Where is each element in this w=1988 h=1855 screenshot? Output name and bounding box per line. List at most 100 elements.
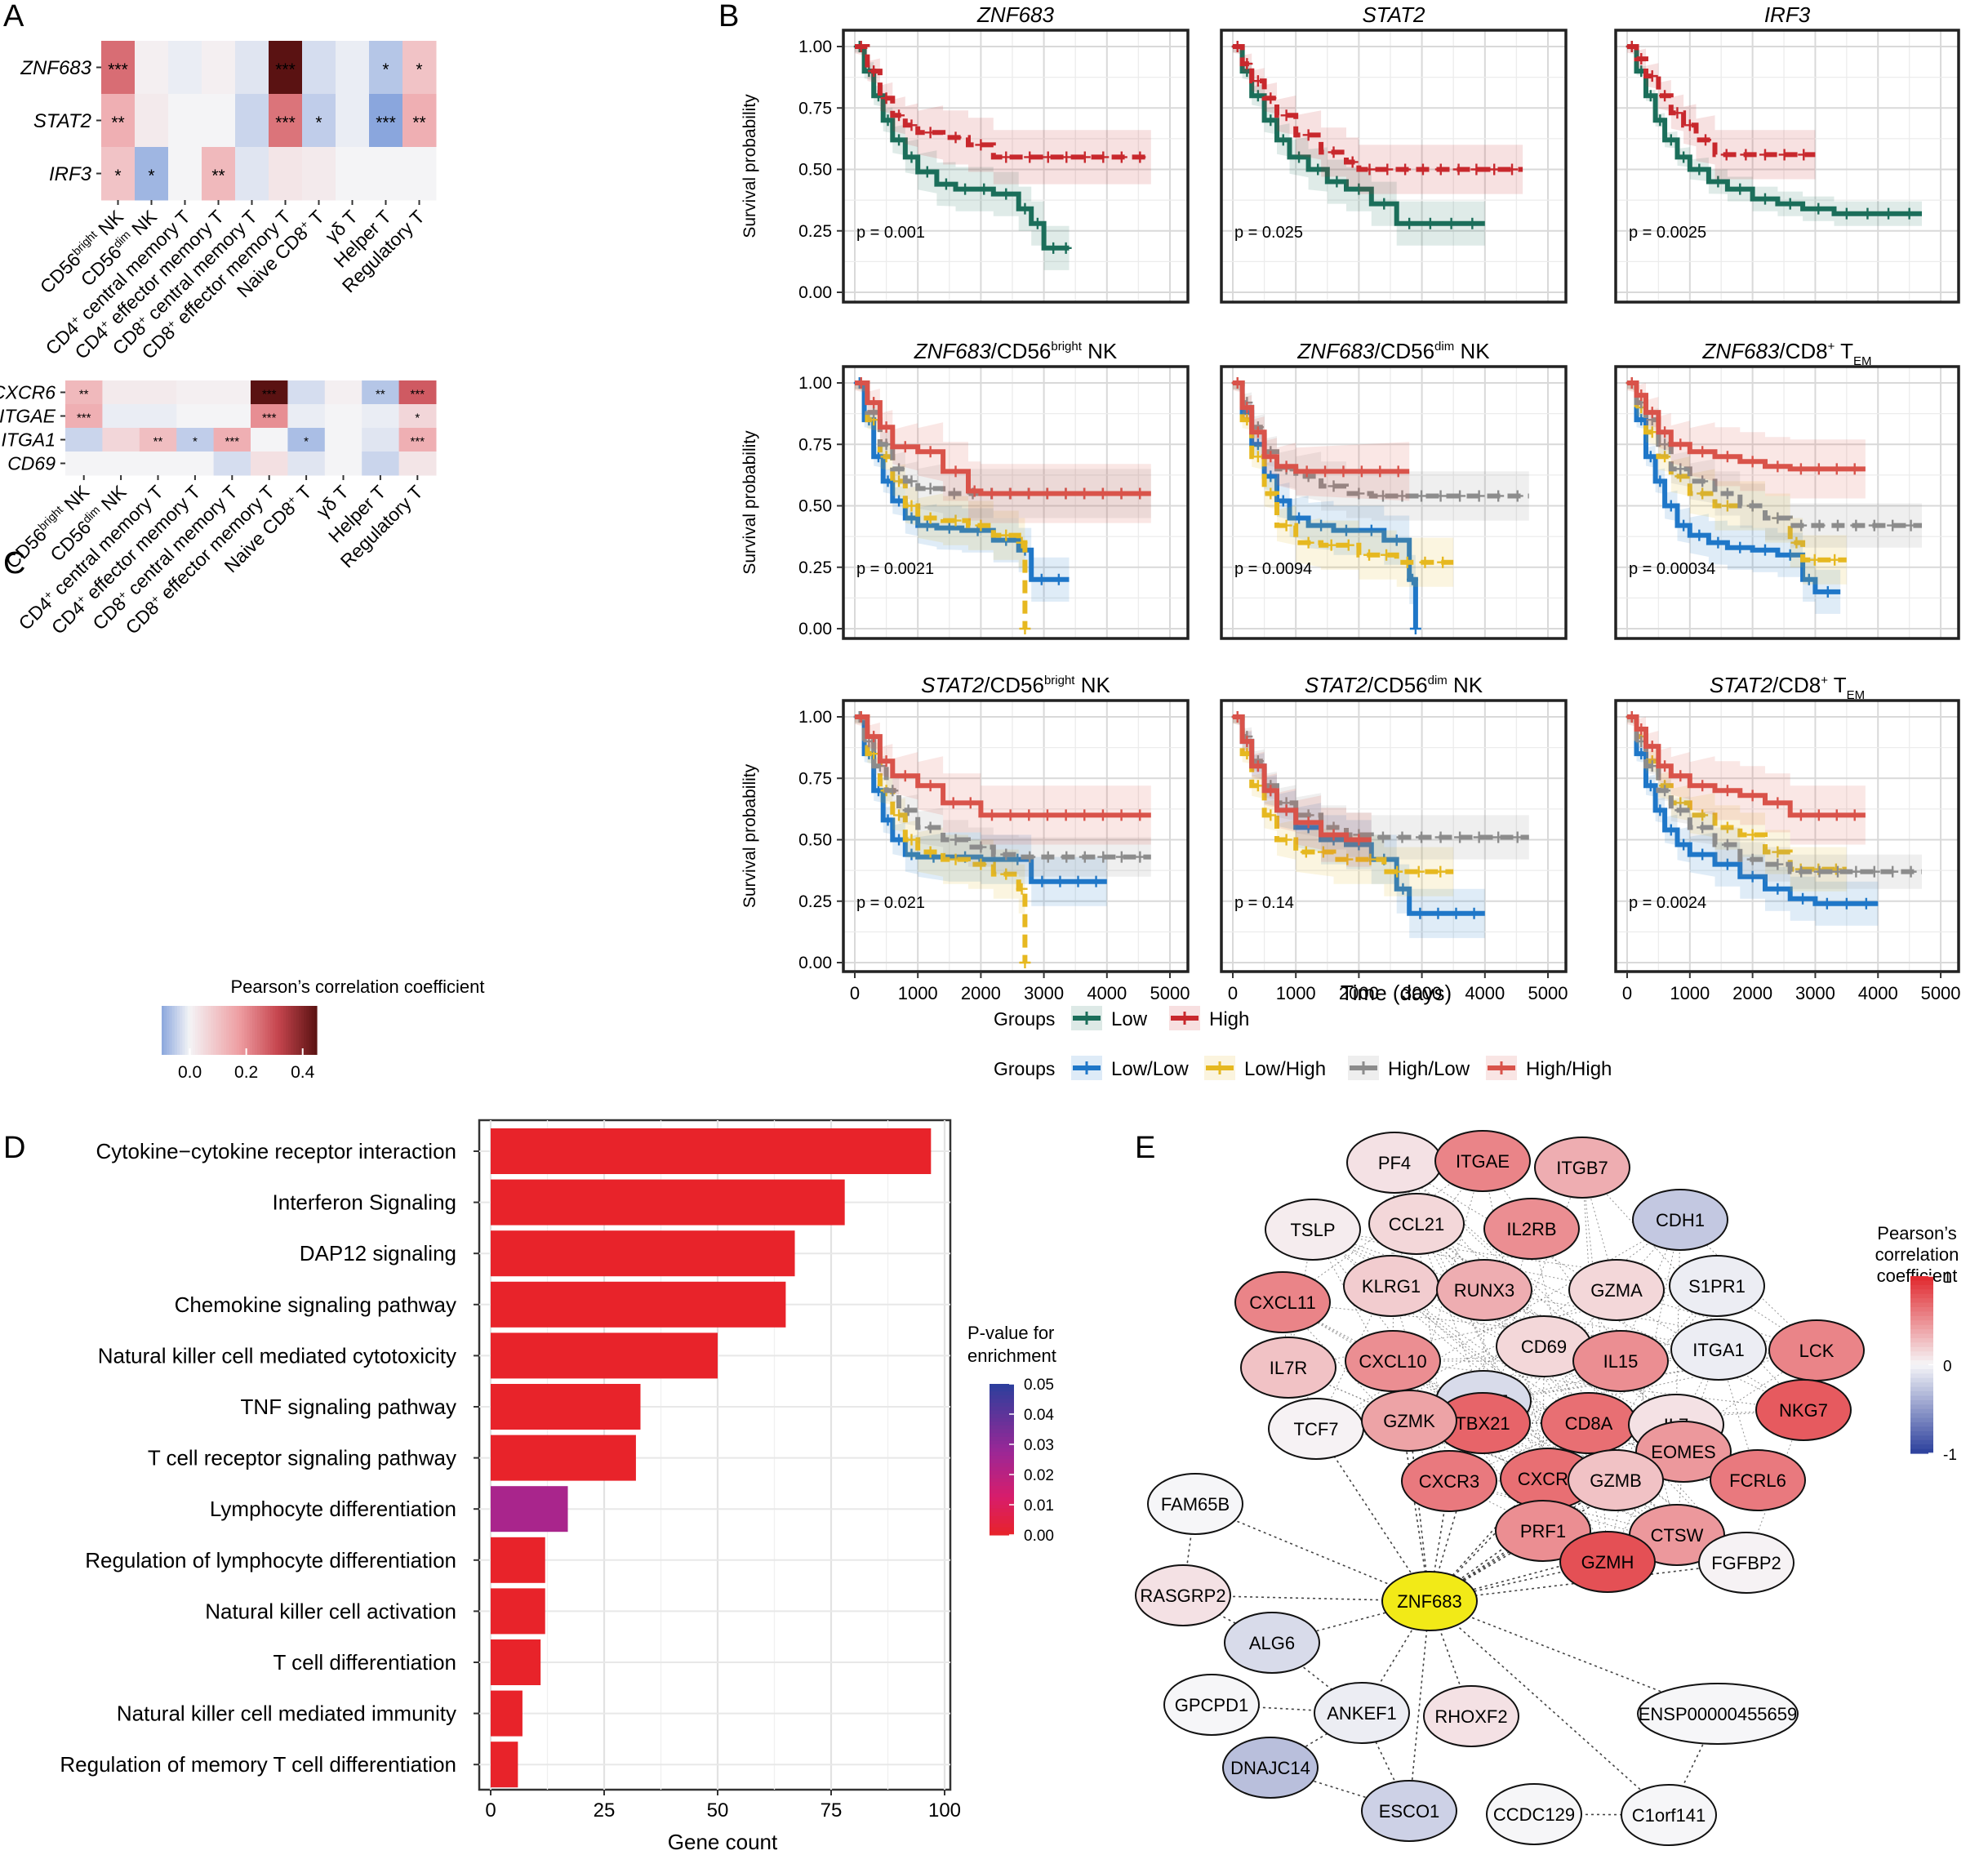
survival-subplot: p = 0.0025 IRF3 xyxy=(1614,2,1960,304)
heatmap-a-cell xyxy=(101,41,136,95)
censor-mark xyxy=(1023,809,1035,821)
heatmap-c-cell xyxy=(102,380,140,405)
censor-mark xyxy=(1096,487,1109,500)
network-colorbar-segment xyxy=(1910,1408,1933,1414)
network-node: C1orf141 xyxy=(1621,1784,1717,1846)
censor-mark xyxy=(1252,90,1264,102)
censor-mark xyxy=(1635,414,1648,426)
heatmap-c-significance-stars: ** xyxy=(376,387,385,401)
censor-mark xyxy=(1079,487,1091,500)
censor-mark xyxy=(1452,163,1465,176)
network-colorbar-segment xyxy=(1910,1293,1933,1299)
censor-mark xyxy=(1052,573,1065,585)
title-gene: STAT2 xyxy=(1362,2,1425,27)
network-colorbar-segment xyxy=(1910,1329,1933,1335)
network-node: CCL21 xyxy=(1368,1193,1465,1255)
x-tick-label: 5000 xyxy=(1528,983,1568,1003)
censor-mark xyxy=(1134,851,1146,863)
legend-label: High/Low xyxy=(1388,1058,1470,1080)
pathway-label: Regulation of memory T cell differentiat… xyxy=(60,1752,456,1777)
network-node: TBX21 xyxy=(1434,1392,1531,1454)
censor-mark xyxy=(1300,846,1312,858)
node-label: ESCO1 xyxy=(1379,1801,1440,1822)
censor-mark xyxy=(1795,463,1807,475)
network-colorbar-segment xyxy=(1910,1395,1933,1401)
panel-d-xlabel: Gene count xyxy=(668,1830,778,1854)
censor-mark xyxy=(1042,151,1054,163)
censor-mark xyxy=(1821,897,1833,910)
censor-mark xyxy=(1700,134,1712,146)
colorbar-segment xyxy=(233,1006,238,1055)
x-tick-label: 0 xyxy=(1622,983,1632,1003)
censor-mark xyxy=(1364,853,1376,865)
censor-mark xyxy=(1665,134,1677,146)
network-legend-tick: 1 xyxy=(1943,1270,1952,1287)
survival-ci-band xyxy=(1233,717,1485,938)
node-ellipse xyxy=(1345,1330,1441,1392)
node-label: CDH1 xyxy=(1656,1210,1705,1230)
pvalue-colorbar-segment xyxy=(990,1455,1014,1461)
censor-mark xyxy=(1466,217,1479,229)
pvalue-colorbar-segment xyxy=(990,1433,1014,1438)
censor-mark xyxy=(1024,851,1036,863)
censor-mark xyxy=(1265,487,1277,500)
censor-mark xyxy=(1280,460,1292,473)
censor-mark xyxy=(1252,438,1264,451)
censor-mark xyxy=(1445,217,1457,229)
node-ellipse xyxy=(1401,1450,1497,1512)
colorbar-segment xyxy=(169,1006,173,1055)
y-tick-label: 0.50 xyxy=(798,161,832,180)
censor-mark xyxy=(1401,556,1413,568)
node-label: ANKEF1 xyxy=(1327,1703,1397,1724)
censor-mark xyxy=(1399,163,1412,176)
legend-item: High xyxy=(1169,1006,1249,1030)
censor-mark xyxy=(1115,809,1127,821)
censor-mark xyxy=(1840,897,1852,910)
node-label: TBX21 xyxy=(1455,1413,1510,1434)
colorbar-segment xyxy=(187,1006,191,1055)
heatmap-a-cell xyxy=(135,41,169,95)
legend-title: Groups xyxy=(994,1058,1055,1079)
network-edge xyxy=(1182,1503,1196,1596)
censor-mark xyxy=(924,846,936,858)
panel-d-barchart: D Gene count P-value for enrichment Cyto… xyxy=(3,1119,1056,1854)
enrichment-bar xyxy=(491,1537,545,1583)
colorbar-segment xyxy=(244,1006,248,1055)
censor-mark xyxy=(924,446,936,458)
censor-mark xyxy=(1381,549,1393,561)
node-ellipse xyxy=(1483,1198,1580,1260)
colorbar-segment xyxy=(236,1006,240,1055)
legend-item: Low/High xyxy=(1204,1056,1326,1080)
heatmap-c-row-label: ITGAE xyxy=(0,406,56,427)
heatmap-c-cell xyxy=(324,404,362,429)
heatmap-a-significance-stars: *** xyxy=(108,60,128,79)
heatmap-c-cell xyxy=(398,404,437,429)
censor-mark xyxy=(1721,785,1733,797)
network-edge xyxy=(1394,1162,1677,1426)
censor-mark xyxy=(899,441,911,453)
censor-mark xyxy=(1016,536,1028,549)
censor-mark xyxy=(1659,785,1671,797)
censor-mark xyxy=(1340,524,1352,536)
pvalue-colorbar-segment xyxy=(990,1417,1014,1422)
node-label: GZMB xyxy=(1590,1470,1642,1491)
colorbar-segment xyxy=(291,1006,295,1055)
node-ellipse xyxy=(1635,1421,1732,1483)
network-edge xyxy=(1416,1223,1590,1424)
pvalue-colorbar-segment xyxy=(990,1524,1014,1528)
censor-mark xyxy=(868,731,880,743)
node-label: RHOXF2 xyxy=(1434,1706,1507,1727)
heatmap-a-significance-stars: ** xyxy=(211,167,225,185)
censor-mark xyxy=(1302,816,1314,829)
heatmap-a-cell xyxy=(302,41,336,95)
heatmap-a-cell xyxy=(235,147,269,201)
censor-mark xyxy=(1850,519,1862,532)
censor-mark xyxy=(1293,512,1305,524)
survival-curve-low-low xyxy=(1627,714,1879,906)
censor-mark xyxy=(1319,465,1332,478)
survival-ci-band xyxy=(1627,383,1922,548)
survival-subplot: p = 0.025 STAT2 xyxy=(1220,2,1568,304)
censor-mark xyxy=(1812,202,1825,215)
censor-mark xyxy=(1626,41,1638,52)
p-value-label: p = 0.0025 xyxy=(1629,224,1706,242)
